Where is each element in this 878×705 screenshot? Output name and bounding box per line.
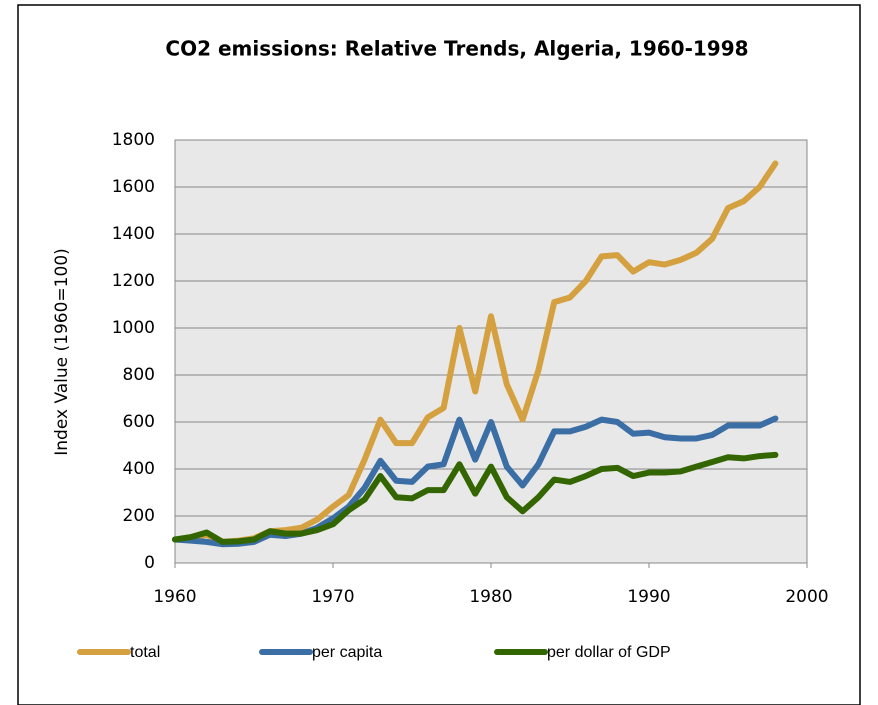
- legend-label: total: [130, 644, 160, 661]
- y-tick-label: 600: [123, 412, 155, 432]
- x-tick-label: 1980: [469, 587, 512, 607]
- legend-label: per dollar of GDP: [547, 644, 671, 661]
- x-tick-label: 1960: [153, 587, 196, 607]
- y-tick-label: 1800: [112, 130, 155, 150]
- y-tick-label: 1000: [112, 318, 155, 338]
- series-line: [172, 451, 779, 545]
- y-tick-label: 1600: [112, 177, 155, 197]
- chart-title: CO2 emissions: Relative Trends, Algeria,…: [165, 37, 748, 61]
- y-axis-label: Index Value (1960=100): [52, 248, 72, 456]
- y-tick-label: 400: [123, 459, 155, 479]
- plot-area: [174, 139, 808, 564]
- y-tick-label: 0: [144, 553, 155, 573]
- x-tick-label: 2000: [785, 587, 828, 607]
- x-tick-label: 1990: [627, 587, 670, 607]
- y-tick-label: 200: [123, 506, 155, 526]
- legend-label: per capita: [312, 644, 382, 661]
- x-tick-label: 1970: [311, 587, 354, 607]
- y-tick-label: 1200: [112, 271, 155, 291]
- series-line: [172, 415, 779, 548]
- y-tick-label: 1400: [112, 224, 155, 244]
- y-tick-label: 800: [123, 365, 155, 385]
